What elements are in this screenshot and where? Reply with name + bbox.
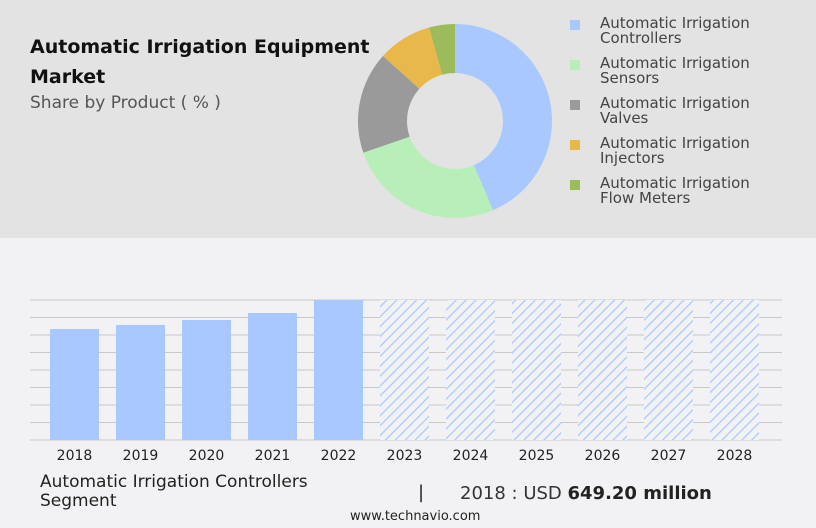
bar-2026 xyxy=(578,300,627,440)
x-tick-label: 2027 xyxy=(651,448,687,464)
x-tick-label: 2025 xyxy=(519,448,555,464)
bar-chart: 2018 2019 2020 2021 2022 2023 2024 2025 2026 2027… xyxy=(30,299,782,464)
legend-swatch xyxy=(570,180,580,190)
donut-chart xyxy=(358,24,552,218)
pie-slice-3 xyxy=(383,27,443,89)
year-label: 2018 : USD xyxy=(460,483,568,504)
x-tick-label: 2019 xyxy=(123,448,159,464)
bar-2024 xyxy=(446,300,495,440)
segment-label: Automatic Irrigation Controllers Segment xyxy=(40,472,308,511)
pie-slice-0 xyxy=(455,24,552,211)
legend-label: Automatic Irrigation Injectors xyxy=(600,134,750,167)
bar-2021 xyxy=(248,312,297,440)
legend-label: Automatic Irrigation Valves xyxy=(600,94,750,127)
x-tick-label: 2026 xyxy=(585,448,621,464)
x-tick-label: 2020 xyxy=(189,448,225,464)
value-readout: 2018 : USD 649.20 million xyxy=(460,483,712,504)
source-link[interactable]: www.technavio.com xyxy=(350,509,481,524)
separator: | xyxy=(418,482,425,503)
legend-swatch xyxy=(570,20,580,30)
bar-2027 xyxy=(644,300,693,440)
bar-2020 xyxy=(182,320,231,440)
x-tick-label: 2023 xyxy=(387,448,423,464)
pie-slice-4 xyxy=(429,24,455,75)
x-tick-label: 2024 xyxy=(453,448,489,464)
legend-swatch xyxy=(570,140,580,150)
bar-2018 xyxy=(50,329,99,440)
value: 649.20 million xyxy=(567,483,712,504)
x-tick-label: 2022 xyxy=(321,448,357,464)
pie-slice-1 xyxy=(363,136,493,218)
bar-2023 xyxy=(380,300,429,440)
bar-2028 xyxy=(710,300,759,440)
chart-subtitle: Share by Product ( % ) xyxy=(30,93,221,113)
chart-title: Automatic Irrigation Equipment Market xyxy=(30,36,370,88)
legend-label: Automatic Irrigation Flow Meters xyxy=(600,174,750,207)
x-tick-label: 2028 xyxy=(717,448,753,464)
bar-2019 xyxy=(116,324,165,440)
legend-label: Automatic Irrigation Controllers xyxy=(600,14,750,47)
legend-swatch xyxy=(570,100,580,110)
legend-swatch xyxy=(570,60,580,70)
legend-label: Automatic Irrigation Sensors xyxy=(600,54,750,87)
pie-slice-2 xyxy=(358,55,420,153)
bar-2022 xyxy=(314,300,363,440)
bar-2025 xyxy=(512,300,561,440)
x-tick-label: 2018 xyxy=(57,448,93,464)
x-tick-label: 2021 xyxy=(255,448,291,464)
